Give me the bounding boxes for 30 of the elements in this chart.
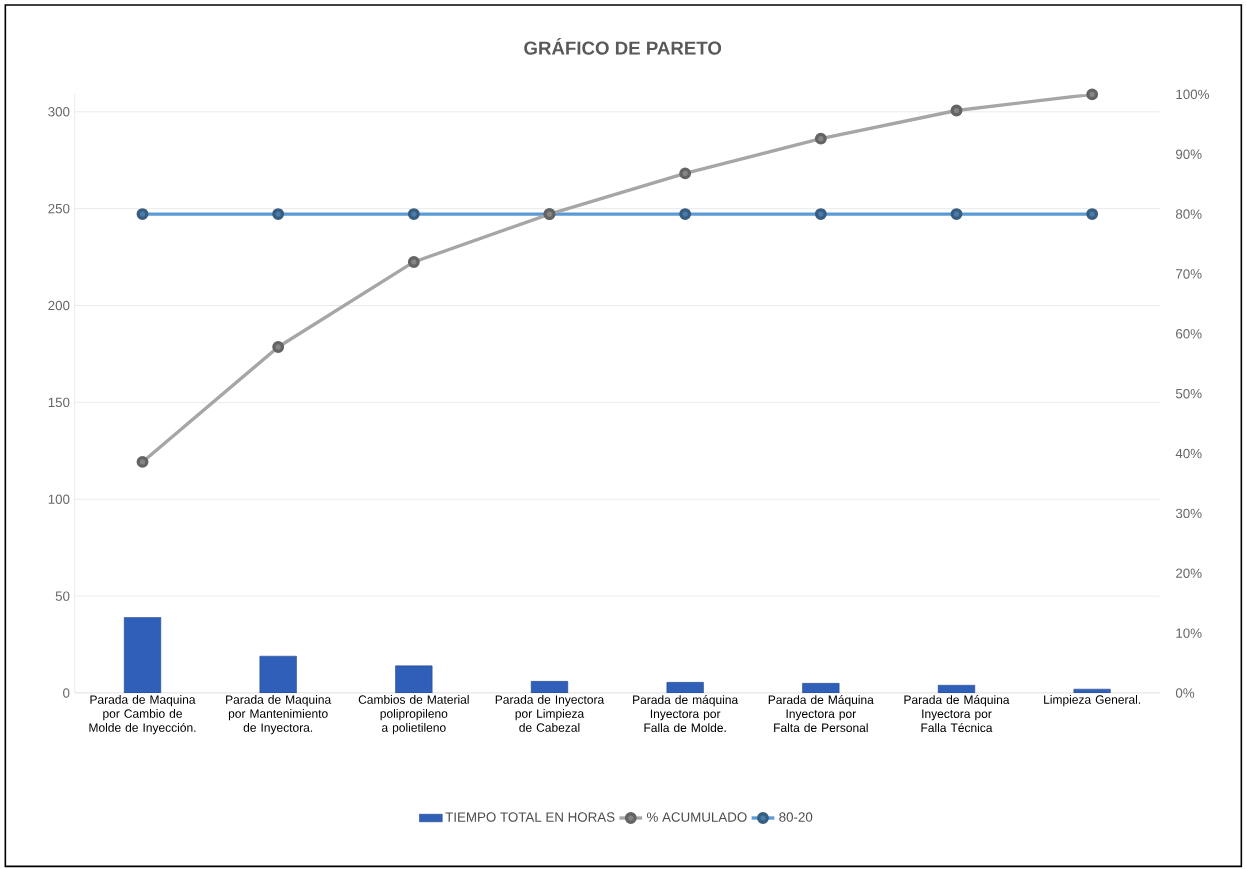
y2-tick-label: 100% bbox=[1176, 89, 1210, 100]
chart-title: GRÁFICO DE PARETO bbox=[524, 37, 722, 55]
y2-tick-label: 10% bbox=[1176, 628, 1202, 638]
x-tick-label: Limpieza General. bbox=[1044, 695, 1141, 707]
legend-label: % ACUMULADO bbox=[646, 812, 747, 822]
y2-tick-label: 80% bbox=[1175, 209, 1202, 219]
y-tick-label: 50 bbox=[55, 591, 70, 601]
y2-tick-label: 30% bbox=[1175, 508, 1202, 519]
y-tick-label: 200 bbox=[48, 300, 70, 311]
y-tick-label: 0 bbox=[63, 688, 70, 698]
x-tick-label: Parada de Inyectora por Limpieza de Cabezal bbox=[495, 695, 605, 732]
legend-label: 80-20 bbox=[779, 812, 813, 822]
y2-tick-label: 70% bbox=[1176, 269, 1202, 279]
y2-tick-label: 40% bbox=[1175, 448, 1202, 459]
y2-tick-label: 90% bbox=[1176, 149, 1202, 159]
x-tick-label: Parada de Máquina Inyectora por Falta de Personal bbox=[768, 695, 874, 732]
y2-tick-label: 50% bbox=[1175, 388, 1202, 399]
y-tick-label: 150 bbox=[48, 397, 70, 408]
y-tick-label: 100 bbox=[48, 494, 70, 504]
y-tick-label: 250 bbox=[48, 203, 70, 214]
x-tick-label: Parada de Máquina Inyectora por Falla Técnica bbox=[904, 695, 1010, 732]
x-tick-label: Parada de Maquina por Mantenimiento de Inyectora. bbox=[226, 695, 332, 735]
y2-tick-label: 0% bbox=[1175, 688, 1195, 698]
x-tick-label: Parada de Maquina por Cambio de Molde de Inyección. bbox=[89, 695, 196, 735]
x-tick-label: Parada de máquina Inyectora por Falla de Molde. bbox=[633, 695, 739, 732]
y2-tick-label: 20% bbox=[1176, 568, 1202, 578]
x-tick-label: Cambios de Material polipropileno a polietileno bbox=[358, 695, 469, 735]
y-tick-label: 300 bbox=[48, 107, 70, 117]
y2-tick-label: 60% bbox=[1176, 329, 1202, 339]
legend-label: TIEMPO TOTAL EN HORAS bbox=[445, 812, 615, 822]
